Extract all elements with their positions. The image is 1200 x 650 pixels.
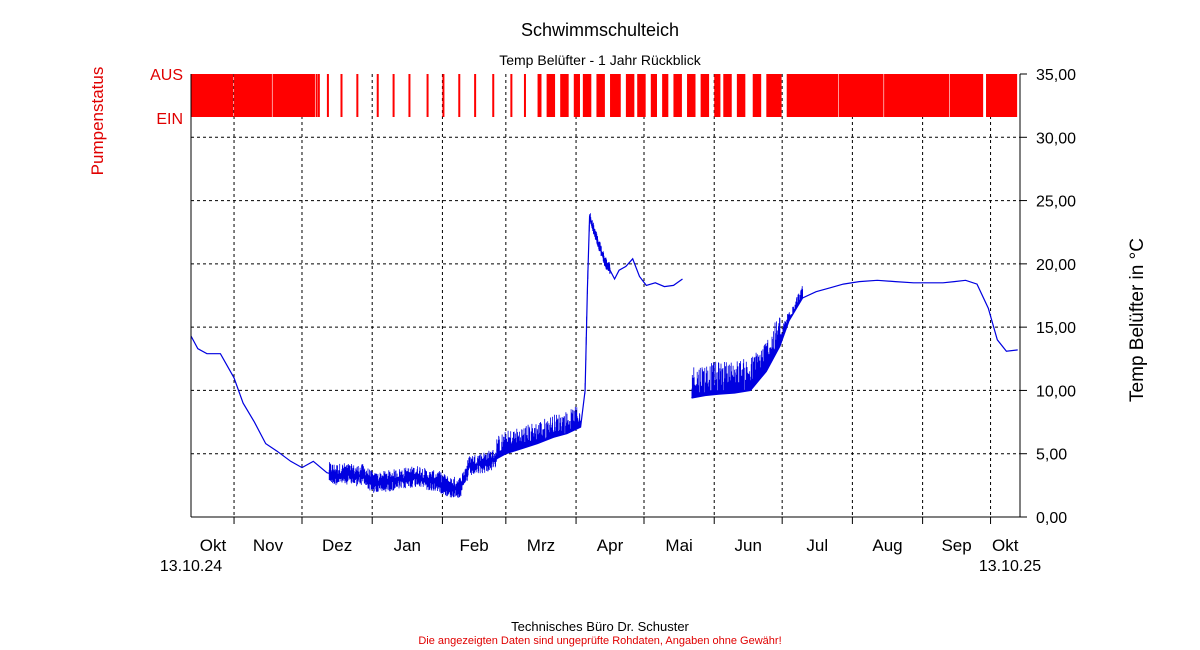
pump-on-bar bbox=[523, 74, 526, 117]
pump-on-bar bbox=[884, 74, 950, 117]
pump-on-bar bbox=[650, 74, 657, 117]
pump-on-bar bbox=[786, 74, 839, 117]
pump-axis-label: Pumpenstatus bbox=[88, 67, 107, 176]
chart-title: Schwimmschulteich bbox=[521, 20, 679, 40]
pump-on-bar bbox=[356, 74, 359, 117]
pump-on-bar bbox=[191, 74, 234, 117]
pump-on-bar bbox=[949, 74, 984, 117]
pump-on-bar bbox=[340, 74, 343, 117]
x-tick-label: Nov bbox=[253, 536, 284, 555]
temperature-series bbox=[190, 213, 1018, 498]
pump-on-bar bbox=[723, 74, 732, 117]
pump-on-bar bbox=[474, 74, 477, 117]
x-tick-label: Apr bbox=[597, 536, 624, 555]
x-tick-label: Okt bbox=[992, 536, 1019, 555]
temperature-fluctuation bbox=[328, 448, 498, 498]
pump-on-bar bbox=[546, 74, 556, 117]
pump-on-bar bbox=[766, 74, 782, 117]
x-tick-label: Jan bbox=[394, 536, 421, 555]
pump-on-bar bbox=[625, 74, 635, 117]
pump-on-bar bbox=[736, 74, 746, 117]
x-tick-label: Jul bbox=[806, 536, 828, 555]
y-tick-label: 25,00 bbox=[1036, 194, 1076, 211]
pump-on-bar bbox=[986, 74, 1018, 117]
grid bbox=[191, 74, 1020, 517]
pump-on-bar bbox=[537, 74, 542, 117]
temperature-line bbox=[190, 215, 683, 489]
pump-on-bar bbox=[610, 74, 621, 117]
y-tick-label: 0,00 bbox=[1036, 510, 1067, 527]
y-axis-label: Temp Belüfter in °C bbox=[1127, 238, 1148, 402]
pump-on-bar bbox=[510, 74, 513, 117]
pump-on-bar bbox=[426, 74, 429, 117]
pump-on-bar bbox=[637, 74, 646, 117]
pump-on-bar bbox=[560, 74, 569, 117]
y-tick-label: 15,00 bbox=[1036, 320, 1076, 337]
temperature-fluctuation bbox=[496, 406, 581, 459]
chart-subtitle: Temp Belüfter - 1 Jahr Rückblick bbox=[499, 52, 702, 68]
y-tick-label: 35,00 bbox=[1036, 67, 1076, 84]
pump-on-bar bbox=[492, 74, 495, 117]
y-tick-label: 10,00 bbox=[1036, 383, 1076, 400]
pump-on-bar bbox=[272, 74, 315, 117]
pump-on-bar bbox=[315, 74, 318, 117]
pump-on-bar bbox=[700, 74, 710, 117]
temperature-fluctuation bbox=[584, 213, 611, 394]
x-tick-label: Mrz bbox=[527, 536, 555, 555]
pump-on-bar bbox=[442, 74, 445, 117]
pump-on-bar bbox=[687, 74, 696, 117]
pump-on-bar bbox=[408, 74, 411, 117]
pump-on-bar bbox=[673, 74, 682, 117]
pump-label-aus: AUS bbox=[150, 67, 183, 84]
pump-on-bar bbox=[573, 74, 580, 117]
pump-label-ein: EIN bbox=[156, 111, 183, 128]
x-end-label: 13.10.25 bbox=[979, 558, 1041, 575]
pump-on-bar bbox=[234, 74, 272, 117]
x-tick-label: Sep bbox=[941, 536, 971, 555]
y-tick-label: 5,00 bbox=[1036, 447, 1067, 464]
pump-status-bars bbox=[191, 74, 1018, 117]
pump-on-bar bbox=[326, 74, 329, 117]
pump-on-bar bbox=[392, 74, 395, 117]
pump-on-bar bbox=[596, 74, 605, 117]
x-start-label: 13.10.24 bbox=[160, 558, 222, 575]
pump-on-bar bbox=[838, 74, 884, 117]
pump-on-bar bbox=[752, 74, 762, 117]
footer-disclaimer: Die angezeigten Daten sind ungeprüfte Ro… bbox=[418, 635, 782, 647]
pump-on-bar bbox=[582, 74, 592, 117]
x-tick-label: Feb bbox=[459, 536, 488, 555]
pump-on-bar bbox=[458, 74, 461, 117]
y-tick-label: 30,00 bbox=[1036, 130, 1076, 147]
pump-on-bar bbox=[662, 74, 669, 117]
x-tick-label: Dez bbox=[322, 536, 352, 555]
footer-company: Technisches Büro Dr. Schuster bbox=[511, 619, 689, 634]
y-tick-label: 20,00 bbox=[1036, 257, 1076, 274]
pump-on-bar bbox=[317, 74, 320, 117]
temperature-fluctuation bbox=[779, 286, 803, 347]
pump-on-bar bbox=[376, 74, 379, 117]
x-tick-label: Okt bbox=[200, 536, 227, 555]
axes: 0,00 5,00 10,00 15,00 20,00 25,00 30,00 35,00 Ok… bbox=[190, 67, 1076, 555]
x-tick-label: Aug bbox=[872, 536, 902, 555]
x-tick-label: Jun bbox=[734, 536, 761, 555]
x-tick-label: Mai bbox=[665, 536, 692, 555]
pump-on-bar bbox=[714, 74, 721, 117]
temperature-fluctuation bbox=[691, 317, 781, 398]
